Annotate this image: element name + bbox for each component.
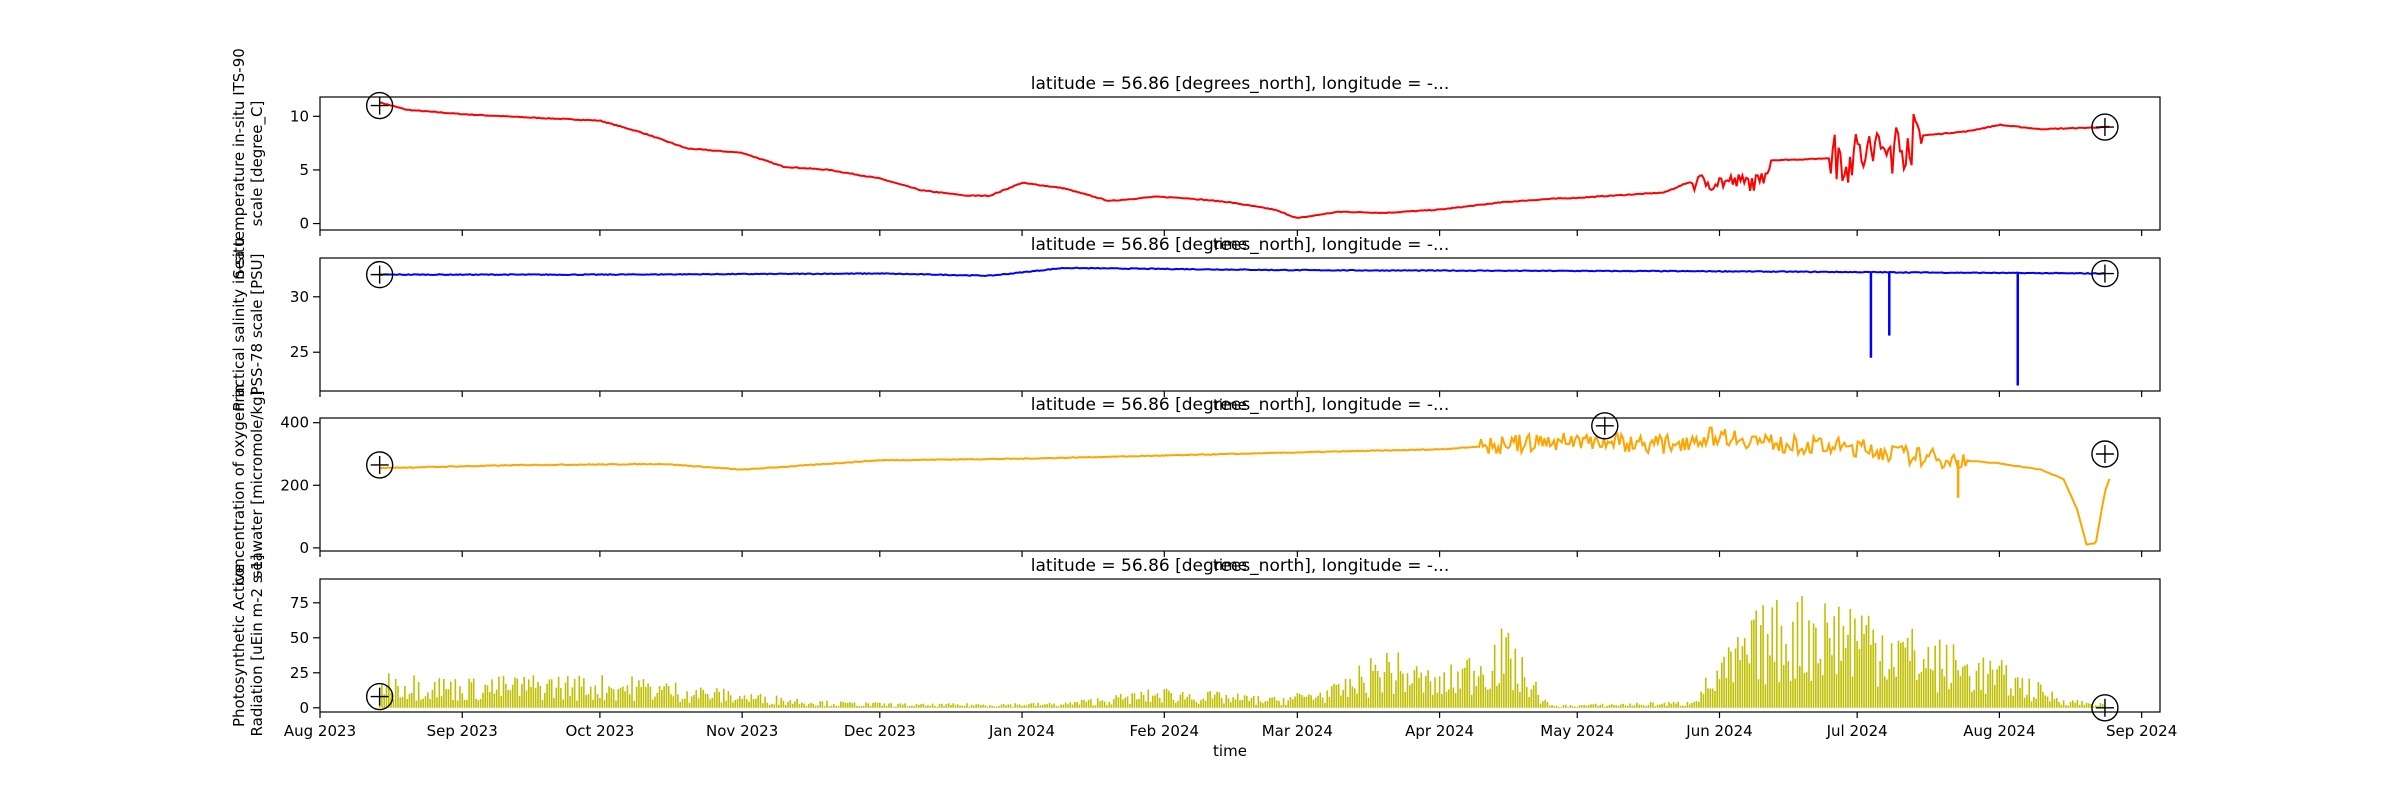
marker-circle-cross bbox=[2091, 440, 2119, 468]
x-tick-label: Sep 2024 bbox=[2106, 722, 2177, 740]
x-tick-label: Oct 2023 bbox=[565, 722, 634, 740]
y-axis-label-line: Photosynthetic Active bbox=[230, 564, 248, 727]
series-line bbox=[379, 101, 2110, 219]
x-tick-label: Feb 2024 bbox=[1130, 722, 1200, 740]
x-tick-label: Jun 2024 bbox=[1685, 722, 1752, 740]
marker-ring bbox=[365, 451, 394, 479]
x-axis-label-overlap: time bbox=[1213, 396, 1247, 414]
x-axis-shared: Aug 2023 Sep 2023 Oct 2023 Nov 2023 Dec 2023… bbox=[284, 722, 2177, 740]
marker-circle-cross bbox=[1591, 412, 1619, 440]
y-axis-label-line: seawater [micromole/kg] bbox=[248, 391, 266, 579]
marker-circle-cross bbox=[365, 451, 394, 479]
subplot-4: latitude = 56.86 [degrees_north], longit… bbox=[230, 555, 2161, 737]
marker-ring bbox=[2091, 113, 2119, 141]
plot-frame bbox=[319, 96, 2161, 231]
y-tick-label: 10 bbox=[290, 107, 309, 125]
y-axis-label-line: concentration of oxygen in bbox=[230, 384, 248, 585]
subplot-stack: latitude = 56.86 [degrees_north], longit… bbox=[230, 48, 2161, 737]
y-axis-label: Photosynthetic ActiveRadiation [uEin m-2… bbox=[230, 555, 266, 737]
plot-frame bbox=[319, 257, 2161, 392]
marker-ring bbox=[2091, 694, 2119, 722]
y-axis-label-line: Practical salinity in-situ bbox=[230, 238, 248, 412]
y-tick-label: 200 bbox=[280, 476, 309, 494]
series-line bbox=[379, 266, 2106, 278]
y-axis-label: concentration of oxygen inseawater [micr… bbox=[230, 384, 266, 585]
marker-ring bbox=[1591, 412, 1619, 440]
y-tick-label: 50 bbox=[290, 629, 309, 647]
marker-ring bbox=[2091, 259, 2119, 288]
data-layer bbox=[379, 426, 2111, 546]
subplot-title: latitude = 56.86 [degrees_north], longit… bbox=[1031, 74, 1449, 94]
y-axis-label-line: Sea temperature in-situ ITS-90 bbox=[230, 48, 248, 279]
y-axis-label-line: scale [degree_C] bbox=[248, 101, 267, 227]
marker-circle-cross bbox=[365, 91, 394, 120]
y-tick-label: 25 bbox=[290, 664, 309, 682]
plot-frame bbox=[319, 417, 2161, 552]
x-tick-label: Aug 2023 bbox=[284, 722, 356, 740]
y-tick-label: 75 bbox=[290, 594, 309, 612]
x-tick-label: Jan 2024 bbox=[988, 722, 1055, 740]
marker-circle-cross bbox=[365, 260, 394, 289]
marker-ring bbox=[2091, 440, 2119, 468]
x-tick-label: Aug 2024 bbox=[1963, 722, 2035, 740]
subplot-1: latitude = 56.86 [degrees_north], longit… bbox=[230, 48, 2161, 279]
marker-circle-cross bbox=[2091, 259, 2119, 288]
x-axis-label-overlap: time bbox=[1213, 556, 1247, 574]
y-tick-label: 0 bbox=[299, 539, 309, 557]
y-tick-label: 25 bbox=[290, 343, 309, 361]
marker-circle-cross bbox=[365, 682, 394, 711]
subplot-2: latitude = 56.86 [degrees_north], longit… bbox=[230, 235, 2161, 414]
series-line bbox=[379, 426, 2111, 546]
marker-circle-cross bbox=[2091, 113, 2119, 141]
marker-ring bbox=[365, 91, 394, 120]
x-axis-label: time bbox=[1213, 742, 1247, 760]
y-tick-label: 0 bbox=[299, 215, 309, 233]
y-tick-label: 5 bbox=[299, 161, 309, 179]
y-axis-label: Sea temperature in-situ ITS-90scale [deg… bbox=[230, 48, 267, 279]
x-tick-label: May 2024 bbox=[1540, 722, 1614, 740]
data-layer bbox=[379, 266, 2106, 386]
x-axis-label-overlap: time bbox=[1213, 235, 1247, 253]
marker-circle-cross bbox=[2091, 694, 2119, 722]
y-axis-label-line: PSS-78 scale [PSU] bbox=[248, 253, 266, 395]
x-tick-label: Mar 2024 bbox=[1262, 722, 1333, 740]
data-layer bbox=[378, 596, 2106, 708]
subplot-title: latitude = 56.86 [degrees_north], longit… bbox=[1031, 395, 1449, 415]
marker-ring bbox=[365, 260, 394, 289]
x-tick-label: Apr 2024 bbox=[1405, 722, 1474, 740]
x-tick-label: Sep 2023 bbox=[427, 722, 498, 740]
subplot-3: latitude = 56.86 [degrees_north], longit… bbox=[230, 384, 2161, 585]
x-tick-label: Jul 2024 bbox=[1826, 722, 1888, 740]
marker-ring bbox=[365, 682, 394, 711]
x-tick-label: Dec 2023 bbox=[844, 722, 916, 740]
y-axis-label: Practical salinity in-situPSS-78 scale [… bbox=[230, 238, 266, 412]
y-tick-label: 0 bbox=[299, 699, 309, 717]
y-axis-label-line: Radiation [uEin m-2 s-1] bbox=[248, 555, 266, 737]
subplot-title: latitude = 56.86 [degrees_north], longit… bbox=[1031, 556, 1449, 576]
data-layer bbox=[379, 101, 2110, 219]
subplot-title: latitude = 56.86 [degrees_north], longit… bbox=[1031, 235, 1449, 255]
y-tick-label: 30 bbox=[290, 288, 309, 306]
y-tick-label: 400 bbox=[280, 414, 309, 432]
x-tick-label: Nov 2023 bbox=[706, 722, 778, 740]
plot-frame bbox=[319, 578, 2161, 713]
